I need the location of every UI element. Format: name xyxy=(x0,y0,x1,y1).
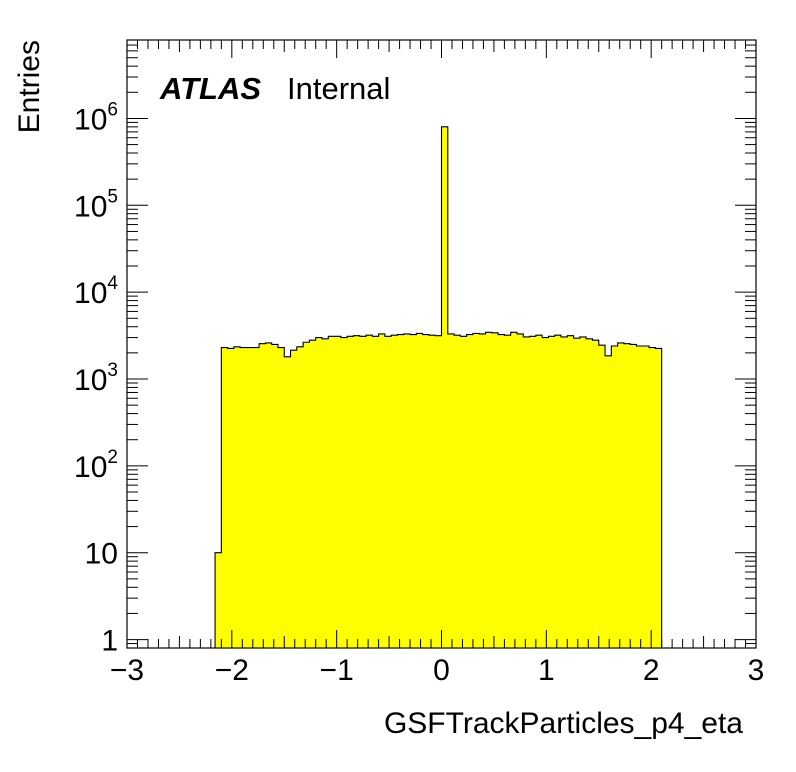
histogram-bar xyxy=(579,336,587,648)
y-tick-label: 103 xyxy=(74,360,118,397)
x-tick-label: 3 xyxy=(748,654,765,687)
histogram-bar xyxy=(485,332,493,648)
x-tick-label: 1 xyxy=(538,654,555,687)
atlas-label: ATLAS xyxy=(159,71,261,106)
histogram-bar xyxy=(428,335,436,648)
histogram-bar xyxy=(586,338,593,648)
internal-label: Internal xyxy=(287,71,390,106)
histogram-bar xyxy=(655,348,662,648)
histogram-bar xyxy=(290,350,298,648)
histogram-bar xyxy=(259,343,266,648)
x-tick-label: 0 xyxy=(433,654,450,687)
histogram-bar xyxy=(328,336,335,648)
histogram-bar xyxy=(510,332,518,648)
histogram-bar xyxy=(516,333,524,648)
histogram-bar xyxy=(334,336,342,648)
histogram-bar xyxy=(303,342,310,648)
histogram-bar xyxy=(642,345,650,648)
histogram-bar xyxy=(265,342,272,648)
histogram-bar xyxy=(309,340,316,648)
histogram-bar xyxy=(573,338,581,648)
histogram-bar xyxy=(542,337,549,648)
histogram-bar xyxy=(598,345,606,648)
x-axis-title: GSFTrackParticles_p4_eta xyxy=(384,707,743,740)
y-tick-label: 105 xyxy=(74,186,118,223)
histogram-bar xyxy=(372,336,379,648)
histogram-bar xyxy=(529,336,537,648)
y-tick-label: 10 xyxy=(85,538,118,571)
histogram-bar xyxy=(416,333,423,648)
histogram-bar xyxy=(403,333,411,648)
histogram-bar xyxy=(554,335,562,648)
histogram-bar xyxy=(391,335,398,648)
histogram-bar xyxy=(347,336,354,648)
histogram-bar xyxy=(277,347,285,648)
histogram-bar xyxy=(227,348,235,648)
axis-ticks xyxy=(126,39,757,649)
x-tick-label: −2 xyxy=(215,654,249,687)
histogram-bar xyxy=(447,333,455,648)
histogram-bar xyxy=(378,333,386,648)
histogram-bar xyxy=(271,344,279,648)
histogram-bar xyxy=(649,347,656,648)
x-tick-label: −3 xyxy=(110,654,144,687)
histogram-bar xyxy=(611,345,618,648)
y-tick-label: 1 xyxy=(101,625,118,658)
histogram-bar xyxy=(504,335,511,648)
histogram-bar xyxy=(498,334,505,648)
histogram-bar xyxy=(240,347,247,648)
histogram-bar xyxy=(233,346,241,648)
histogram-bar xyxy=(466,334,474,648)
histogram-bar xyxy=(397,334,405,648)
y-axis-title: Entries xyxy=(13,40,46,133)
histogram-bar xyxy=(561,336,568,648)
histogram-bar xyxy=(630,344,637,648)
histogram-bar xyxy=(215,552,222,648)
x-tick-label: 2 xyxy=(643,654,660,687)
histogram-bar xyxy=(384,336,392,648)
histogram-bars xyxy=(214,126,663,649)
histogram-bar xyxy=(605,355,612,648)
histogram-bar xyxy=(454,335,461,648)
histogram-bar xyxy=(366,335,373,648)
x-tick-labels: −3 −2 −1 0 1 2 3 xyxy=(110,654,764,687)
histogram-bar xyxy=(523,336,530,648)
histogram-bar xyxy=(422,334,430,648)
histogram-bar xyxy=(221,347,228,648)
x-tick-label: −1 xyxy=(320,654,354,687)
histogram-bar xyxy=(592,340,600,648)
histogram-bar xyxy=(472,333,480,648)
y-tick-label: 102 xyxy=(74,447,118,484)
histogram-bar xyxy=(359,336,367,648)
histogram-bar xyxy=(252,347,260,648)
histogram-bar xyxy=(246,347,254,648)
histogram-bar xyxy=(479,333,486,648)
histogram-bar xyxy=(284,356,291,648)
histogram-bar xyxy=(617,342,625,648)
histogram-bar xyxy=(535,335,543,648)
y-tick-labels: 1 10 102 103 104 105 106 xyxy=(74,99,118,657)
histogram-bar xyxy=(340,337,348,648)
histogram-bar xyxy=(296,346,304,648)
histogram-bar xyxy=(410,334,417,648)
histogram-bar xyxy=(567,335,574,648)
histogram-bar xyxy=(548,336,556,648)
histogram-bar xyxy=(321,338,329,648)
histogram-outline xyxy=(214,126,663,648)
histogram-bar xyxy=(460,336,467,648)
histogram-bar xyxy=(623,343,631,648)
histogram-bar xyxy=(435,335,442,648)
histogram-bar xyxy=(491,332,499,648)
histogram-bar xyxy=(636,345,644,648)
histogram-bar xyxy=(315,337,323,648)
y-tick-label: 104 xyxy=(74,273,118,310)
histogram-bar xyxy=(353,335,361,648)
histogram-bar xyxy=(441,126,449,649)
y-tick-label: 106 xyxy=(74,99,118,136)
